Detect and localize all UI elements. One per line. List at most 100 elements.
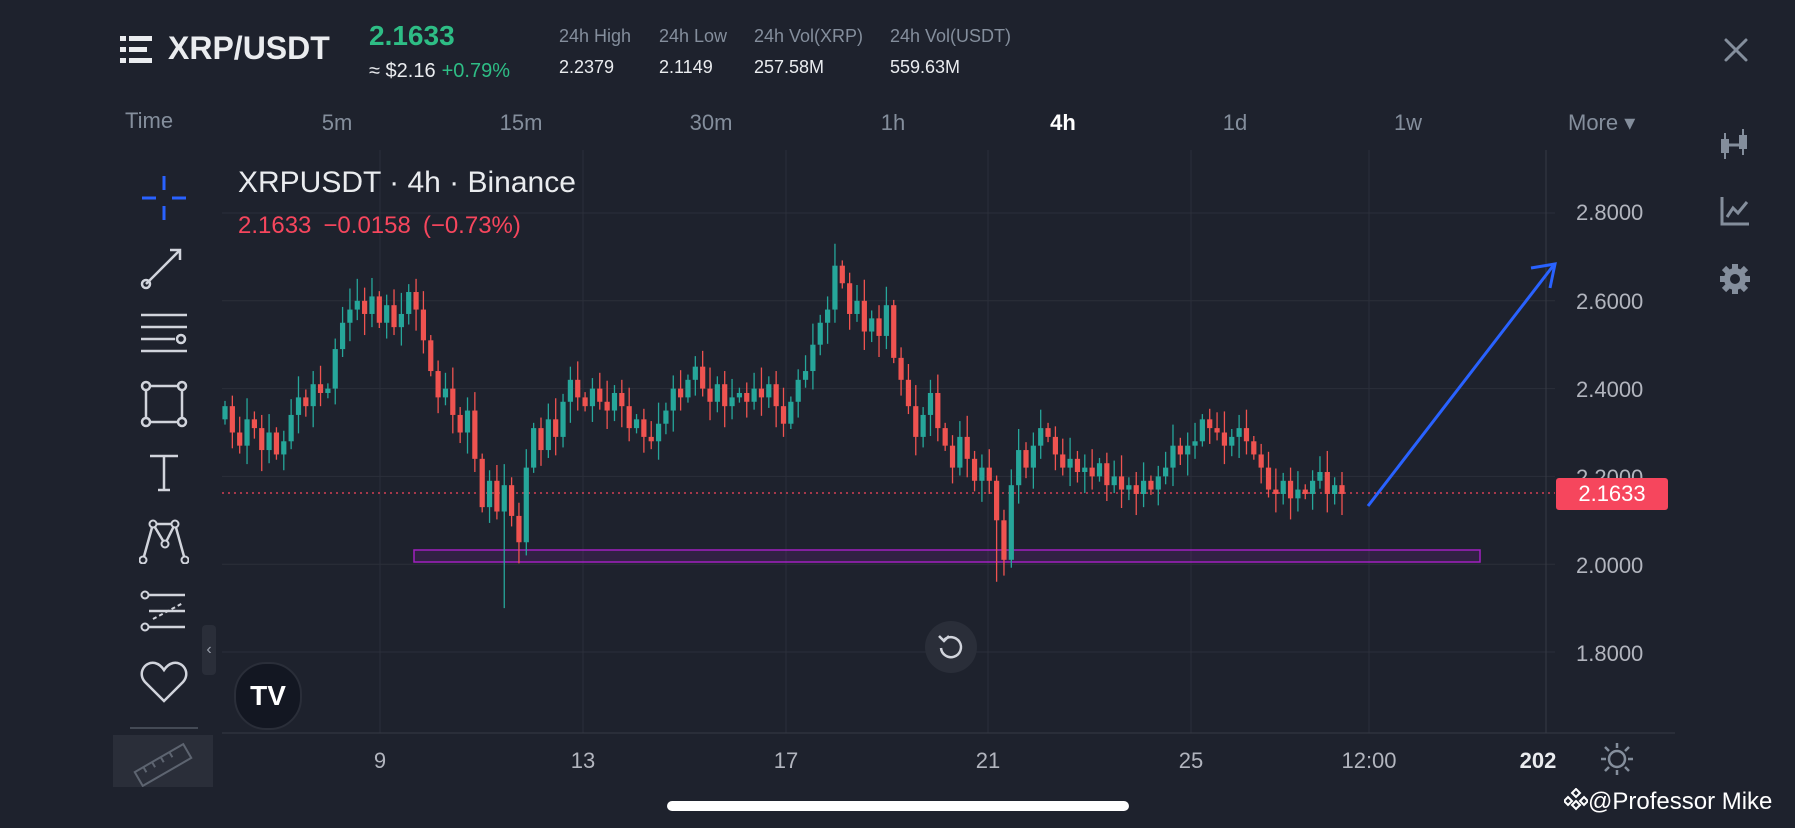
- rectangle-icon: [140, 380, 188, 428]
- fib-levels-tool[interactable]: [136, 305, 192, 361]
- interval-30m[interactable]: 30m: [689, 110, 733, 135]
- candle-body: [1207, 419, 1213, 429]
- candle-body: [817, 322, 823, 345]
- candle-body: [1133, 485, 1139, 494]
- candle-body: [1258, 454, 1264, 468]
- candle-body: [700, 366, 706, 389]
- candle-body: [920, 414, 926, 437]
- candle-body: [1243, 428, 1250, 442]
- interval-1h[interactable]: 1h: [880, 110, 906, 135]
- candle-body: [1287, 480, 1294, 499]
- chart-price-change: 2.1633 −0.0158 (−0.73%): [238, 212, 533, 240]
- candle-body: [1096, 463, 1103, 477]
- settings-button[interactable]: [1716, 260, 1754, 298]
- binance-logo-icon: [1562, 787, 1590, 811]
- trendline-tool[interactable]: [136, 238, 192, 294]
- support-zone: [413, 549, 1481, 563]
- candle-body: [457, 414, 463, 433]
- candle-body: [479, 458, 485, 508]
- chevron-left-icon: ‹: [206, 641, 212, 658]
- change-percent: +0.79%: [441, 60, 510, 82]
- candle-body: [1317, 472, 1323, 481]
- interval-4h[interactable]: 4h: [1050, 110, 1076, 135]
- candle-body: [464, 410, 471, 433]
- rectangle-tool[interactable]: [136, 376, 192, 432]
- candle-body: [501, 485, 507, 512]
- tradingview-logo[interactable]: TV: [234, 662, 302, 730]
- candle-body: [1155, 476, 1161, 490]
- close-icon[interactable]: [1720, 34, 1752, 66]
- more-intervals-button[interactable]: More ▾: [1568, 110, 1636, 135]
- candle-body: [670, 388, 676, 411]
- candle-body: [979, 467, 985, 481]
- candle-body: [788, 401, 794, 424]
- interval-5m[interactable]: 5m: [321, 110, 353, 135]
- candle-body: [751, 388, 757, 402]
- candle-body: [832, 265, 838, 310]
- indicators-button[interactable]: [1716, 192, 1754, 230]
- x-tick: 12:00: [1341, 748, 1397, 773]
- text-tool[interactable]: [136, 444, 192, 500]
- stat-label: 24h Vol(USDT): [890, 26, 1012, 46]
- candle-body: [611, 392, 618, 411]
- candle-body: [1023, 450, 1029, 468]
- candle-body: [1045, 428, 1051, 437]
- pair-title[interactable]: XRP/USDT: [168, 30, 330, 66]
- candle-body: [847, 283, 853, 314]
- candle-body: [678, 388, 684, 398]
- forecast-tool[interactable]: [136, 585, 192, 641]
- candle-body: [854, 300, 860, 314]
- menu-icon[interactable]: [120, 34, 152, 66]
- x-tick: 9: [373, 748, 387, 773]
- crosshair-icon: [142, 176, 186, 220]
- candle-body: [722, 384, 728, 407]
- candle-body: [626, 406, 632, 429]
- candle-body: [1324, 472, 1330, 494]
- candle-body: [472, 410, 478, 459]
- pattern-tool[interactable]: [136, 512, 192, 568]
- candle-body: [1192, 441, 1198, 446]
- collapse-toolbar-button[interactable]: ‹: [202, 625, 216, 675]
- candle-body: [655, 423, 662, 442]
- candle-body: [1104, 463, 1110, 486]
- stat-value: 559.63M: [890, 57, 961, 77]
- candle-body: [1199, 419, 1205, 442]
- stat-24h-vol-usdt: 24h Vol(USDT) 559.63M: [890, 26, 1011, 78]
- interval-15m[interactable]: 15m: [499, 110, 543, 135]
- candle-body: [266, 432, 272, 451]
- chart-symbol-line: XRPUSDT · 4h · Binance: [238, 166, 576, 199]
- candle-body: [1074, 458, 1081, 473]
- candle-type-button[interactable]: [1716, 126, 1754, 164]
- candle-body: [876, 318, 882, 336]
- ruler-tool[interactable]: [113, 735, 213, 788]
- author-watermark: @Professor Mike: [1562, 787, 1773, 816]
- candle-body: [494, 480, 500, 512]
- interval-1d[interactable]: 1d: [1222, 110, 1248, 135]
- candle-body: [1082, 467, 1088, 473]
- candle-body: [251, 419, 257, 429]
- theme-sun-icon[interactable]: [1600, 742, 1634, 776]
- approx-price-row: ≈ $2.16 +0.79%: [369, 60, 510, 83]
- candle-body: [523, 467, 529, 543]
- candle-body: [1118, 476, 1125, 490]
- candle-body: [567, 379, 573, 402]
- reset-chart-button[interactable]: [925, 621, 977, 673]
- crosshair-tool[interactable]: [136, 170, 192, 226]
- home-indicator[interactable]: [667, 801, 1129, 811]
- candle-body: [810, 344, 816, 372]
- candle-body: [773, 384, 779, 407]
- x-tick: 202: [1519, 748, 1557, 773]
- projection-arrow: [1366, 262, 1557, 507]
- candle-body: [1221, 432, 1228, 446]
- interval-1w[interactable]: 1w: [1393, 110, 1423, 135]
- favorites-tool[interactable]: [136, 654, 192, 710]
- candle-body: [486, 480, 493, 508]
- candle-body: [516, 515, 522, 543]
- candle-body: [1214, 428, 1220, 433]
- candle-body: [1030, 445, 1036, 468]
- candle-body: [869, 318, 875, 332]
- candle-body: [1126, 485, 1132, 490]
- candle-body: [450, 388, 456, 415]
- watermark-text: @Professor Mike: [1588, 788, 1773, 815]
